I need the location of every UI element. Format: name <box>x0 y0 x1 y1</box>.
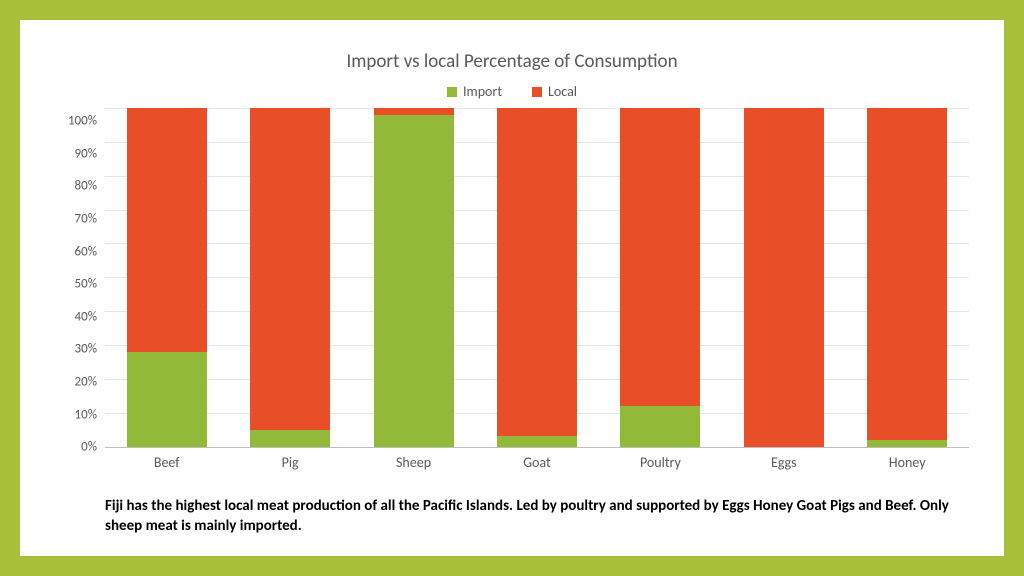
legend-item-local: Local <box>532 83 577 100</box>
seg-local <box>127 108 207 352</box>
seg-import <box>374 115 454 447</box>
x-tick-label: Sheep <box>374 454 454 471</box>
bar-eggs <box>744 108 824 447</box>
y-tick-label: 60% <box>55 245 97 258</box>
y-tick-label: 20% <box>55 376 97 389</box>
y-tick-label: 50% <box>55 278 97 291</box>
bar-poultry <box>620 108 700 447</box>
y-tick-label: 90% <box>55 147 97 160</box>
seg-import <box>497 436 577 446</box>
slide-frame: Import vs local Percentage of Consumptio… <box>0 0 1024 576</box>
seg-local <box>867 108 947 440</box>
chart-title: Import vs local Percentage of Consumptio… <box>55 50 969 73</box>
x-tick-label: Eggs <box>744 454 824 471</box>
x-tick-label: Beef <box>127 454 207 471</box>
plot-area <box>105 108 969 448</box>
seg-local <box>497 108 577 436</box>
legend-label-local: Local <box>548 83 577 100</box>
x-tick-label: Honey <box>867 454 947 471</box>
x-tick-label: Pig <box>250 454 330 471</box>
x-tick-label: Goat <box>497 454 577 471</box>
legend-swatch-import <box>447 87 457 97</box>
legend-label-import: Import <box>463 83 502 100</box>
bar-honey <box>867 108 947 447</box>
y-tick-label: 10% <box>55 408 97 421</box>
seg-local <box>250 108 330 430</box>
seg-local <box>374 108 454 115</box>
y-tick-label: 30% <box>55 343 97 356</box>
bar-pig <box>250 108 330 447</box>
y-axis: 0%10%20%30%40%50%60%70%80%90%100% <box>55 108 105 448</box>
x-tick-label: Poultry <box>620 454 700 471</box>
seg-import <box>620 406 700 447</box>
seg-local <box>620 108 700 406</box>
seg-local <box>744 108 824 447</box>
y-tick-label: 0% <box>55 441 97 454</box>
chart-area: 0%10%20%30%40%50%60%70%80%90%100% <box>55 108 969 448</box>
seg-import <box>250 430 330 447</box>
y-tick-label: 40% <box>55 310 97 323</box>
chart-legend: Import Local <box>55 83 969 100</box>
bar-goat <box>497 108 577 447</box>
y-tick-label: 70% <box>55 212 97 225</box>
legend-item-import: Import <box>447 83 502 100</box>
bar-beef <box>127 108 207 447</box>
legend-swatch-local <box>532 87 542 97</box>
seg-import <box>867 440 947 447</box>
y-tick-label: 80% <box>55 180 97 193</box>
bars-container <box>105 108 969 447</box>
x-axis-labels: Beef Pig Sheep Goat Poultry Eggs Honey <box>105 448 969 471</box>
x-axis: Beef Pig Sheep Goat Poultry Eggs Honey <box>105 448 969 471</box>
caption-text: Fiji has the highest local meat producti… <box>105 496 955 537</box>
bar-sheep <box>374 108 454 447</box>
seg-import <box>127 352 207 447</box>
y-tick-label: 100% <box>55 115 97 128</box>
